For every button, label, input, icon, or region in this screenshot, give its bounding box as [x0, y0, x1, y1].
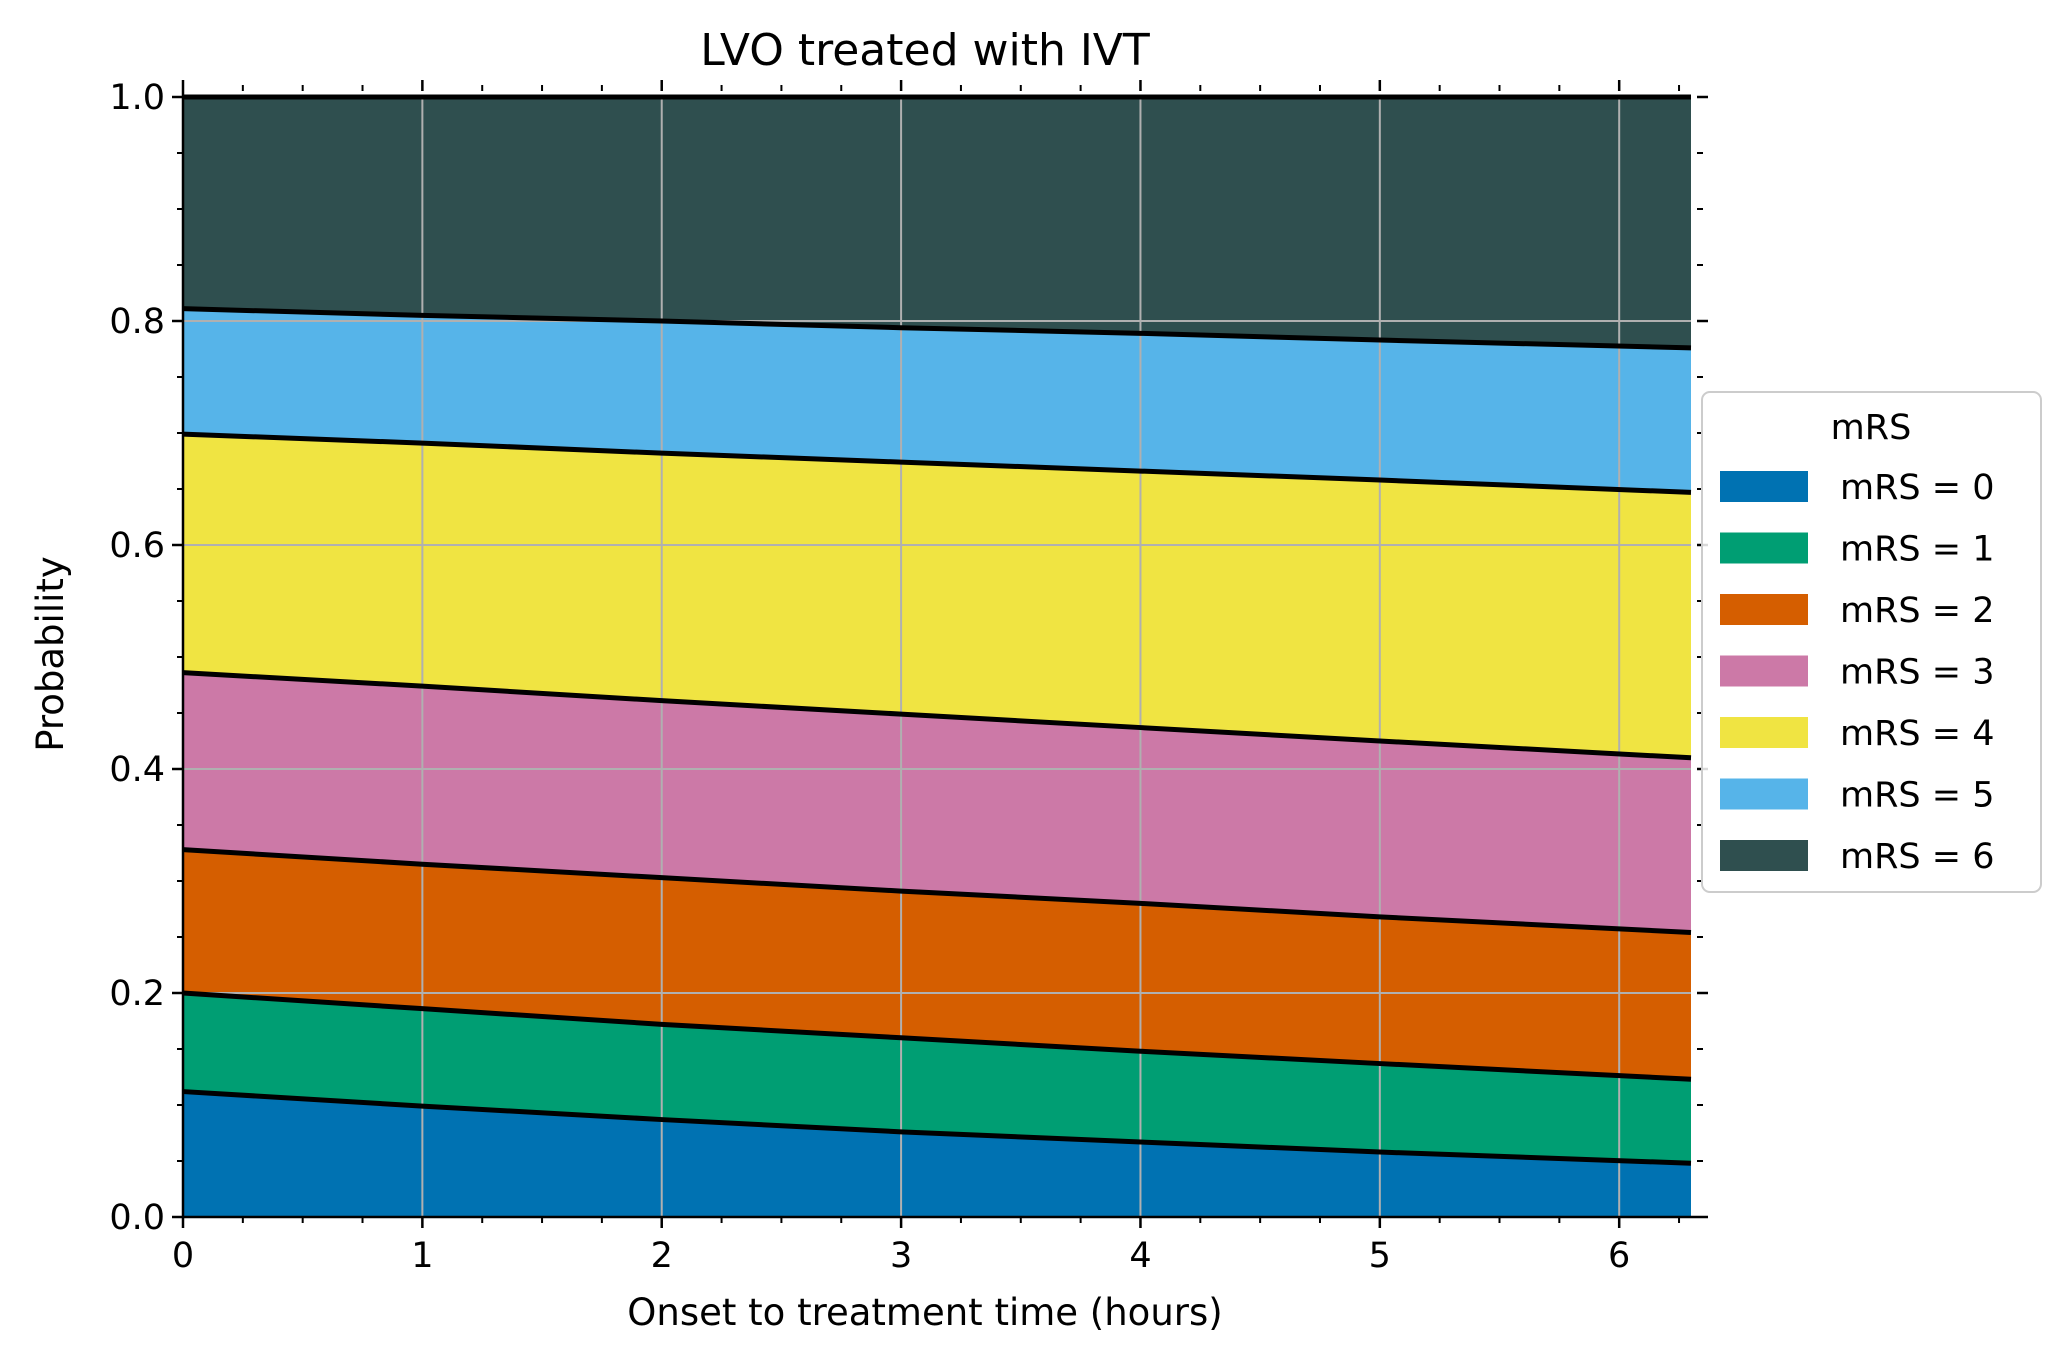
tick-labels-layer: 0 1 2 3 4 5 6 0.0 0.2 0.4 0.6 0.8 1.0: [109, 78, 1630, 1276]
legend-swatch-mrs-4: [1720, 717, 1808, 748]
legend-label-mrs-4: mRS = 4: [1840, 714, 1994, 754]
legend-label-mrs-0: mRS = 0: [1840, 468, 1994, 508]
area-mrs-1: [183, 993, 1691, 1164]
x-tick-label: 3: [890, 1236, 912, 1276]
x-tick-label: 1: [411, 1236, 433, 1276]
y-tick-label: 0.0: [109, 1198, 165, 1238]
boundary-lines-layer: [182, 94, 1692, 1166]
x-tick-label: 4: [1129, 1236, 1151, 1276]
boundary-line: [182, 847, 1692, 936]
legend-box: [1701, 391, 2042, 893]
legend-swatch-mrs-6: [1720, 840, 1808, 871]
ticks-layer: [172, 80, 1708, 1228]
legend-items: mRS = 0 mRS = 1 mRS = 2 mRS = 3 mRS = 4 mRS =…: [1720, 468, 1994, 877]
y-tick-label: 0.4: [109, 750, 165, 790]
legend-swatch-mrs-1: [1720, 532, 1808, 564]
legend-swatch-mrs-5: [1720, 778, 1808, 810]
legend-label-mrs-5: mRS = 5: [1840, 776, 1994, 816]
axes-frame: [181, 91, 1697, 1219]
area-mrs-4: [183, 434, 1691, 758]
x-tick-label: 2: [651, 1236, 673, 1276]
boundary-line: [182, 1089, 1692, 1166]
legend-title: mRS: [1831, 408, 1912, 448]
boundary-line: [182, 306, 1692, 351]
boundary-line: [182, 431, 1692, 495]
legend-label-mrs-2: mRS = 2: [1840, 591, 1994, 631]
y-tick-label: 0.6: [109, 526, 165, 566]
boundary-line: [182, 670, 1692, 761]
legend-label-mrs-6: mRS = 6: [1840, 837, 1994, 877]
x-tick-label: 0: [172, 1236, 194, 1276]
legend-swatch-mrs-3: [1720, 655, 1808, 687]
y-axis-label: Probability: [29, 556, 72, 752]
chart-title: LVO treated with IVT: [700, 25, 1150, 76]
x-tick-label: 5: [1369, 1236, 1391, 1276]
boundary-line: [182, 990, 1692, 1082]
x-tick-label: 6: [1608, 1236, 1630, 1276]
area-layer: [183, 97, 1691, 1217]
x-axis-label: Onset to treatment time (hours): [627, 1291, 1222, 1334]
y-tick-label: 0.8: [109, 302, 165, 342]
legend-swatch-mrs-2: [1720, 594, 1808, 625]
legend-label-mrs-3: mRS = 3: [1840, 653, 1994, 693]
area-mrs-6: [183, 97, 1691, 348]
area-mrs-2: [183, 849, 1691, 1080]
legend-swatch-mrs-0: [1720, 471, 1808, 502]
grid-layer: [182, 96, 1691, 1218]
area-mrs-0: [183, 1091, 1691, 1217]
y-tick-label: 0.2: [109, 974, 165, 1014]
y-tick-label: 1.0: [109, 78, 165, 118]
legend-label-mrs-1: mRS = 1: [1840, 530, 1994, 570]
